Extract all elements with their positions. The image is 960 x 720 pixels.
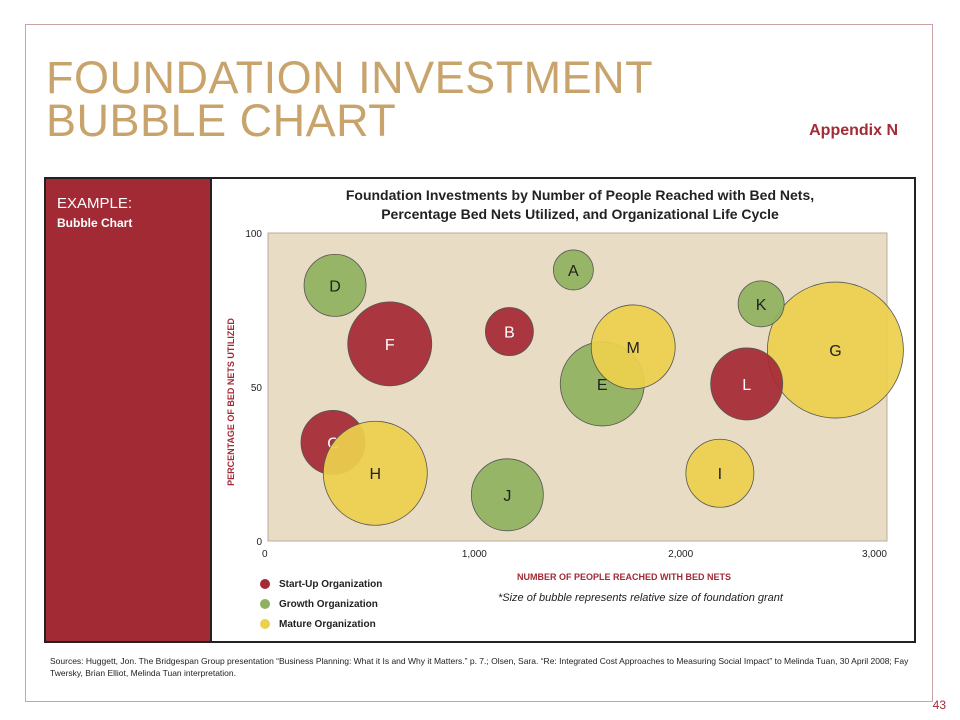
y-tick-label: 50: [251, 383, 263, 394]
bubble-b: B: [485, 307, 534, 356]
bubble-circle: [322, 420, 428, 526]
bubble-label: E: [597, 377, 608, 394]
y-tick-label: 100: [245, 229, 262, 240]
legend-label: Start-Up Organization: [279, 578, 383, 590]
bubble-label: J: [503, 488, 511, 505]
bubble-a: A: [552, 249, 594, 291]
chart-title: Foundation Investments by Number of Peop…: [270, 186, 890, 224]
page-number: 43: [932, 698, 946, 712]
example-sublabel: Bubble Chart: [57, 216, 133, 230]
legend-swatch: [260, 599, 270, 609]
legend: Start-Up Organization Growth Organization…: [260, 574, 382, 634]
bubble-label: G: [829, 343, 841, 360]
example-label: EXAMPLE:: [57, 195, 133, 212]
bubble-l: L: [710, 347, 784, 421]
bubble-circle: [552, 249, 594, 291]
bubble-circle: [737, 280, 785, 328]
title-line-1: FOUNDATION INVESTMENT: [46, 52, 654, 103]
x-tick-label: 3,000: [862, 549, 887, 560]
bubble-circle: [485, 307, 534, 356]
bubble-circle: [710, 347, 784, 421]
bubble-label: M: [627, 340, 640, 357]
bubble-label: A: [568, 263, 579, 280]
x-tick-label: 2,000: [668, 549, 693, 560]
bubble-i: I: [685, 438, 755, 508]
bubble-m: M: [590, 304, 676, 390]
y-tick-label: 0: [256, 537, 262, 548]
x-tick-label: 0: [262, 549, 268, 560]
bubble-circle: [347, 301, 433, 387]
bubble-k: K: [737, 280, 785, 328]
bubble-circle: [470, 458, 544, 532]
x-axis-label: NUMBER OF PEOPLE REACHED WITH BED NETS: [517, 572, 731, 582]
y-axis-label: PERCENTAGE OF BED NETS UTILIZED: [226, 318, 236, 486]
bubble-label: L: [742, 377, 751, 394]
legend-swatch: [260, 619, 270, 629]
bubble-circle: [303, 253, 367, 317]
legend-item-growth: Growth Organization: [260, 594, 382, 614]
axis-layer: 0 50 100 0 1,000 2,000 3,000 NUMBER OF PEOPLE R…: [226, 229, 887, 582]
legend-item-startup: Start-Up Organization: [260, 574, 382, 594]
legend-label: Growth Organization: [279, 598, 378, 610]
bubble-j: J: [470, 458, 544, 532]
bubble-g: G: [767, 281, 904, 419]
chart-title-line-2: Percentage Bed Nets Utilized, and Organi…: [381, 206, 779, 222]
bubble-label: B: [504, 325, 515, 342]
page-title: FOUNDATION INVESTMENT BUBBLE CHART: [46, 52, 654, 146]
legend-label: Mature Organization: [279, 618, 376, 630]
bubble-h: H: [322, 420, 428, 526]
bubble-label: F: [385, 337, 395, 354]
bubble-circle: [685, 438, 755, 508]
bubble-layer: ABCDEFGHIJKLM: [300, 249, 904, 532]
example-sidebar: EXAMPLE: Bubble Chart: [46, 179, 212, 641]
bubble-d: D: [303, 253, 367, 317]
bubble-size-note: *Size of bubble represents relative size…: [498, 592, 783, 604]
bubble-label: H: [370, 466, 382, 483]
bubble-circle: [767, 281, 904, 419]
title-line-2: BUBBLE CHART: [46, 95, 397, 146]
x-tick-label: 1,000: [462, 549, 487, 560]
bubble-label: I: [718, 466, 722, 483]
legend-item-mature: Mature Organization: [260, 614, 382, 634]
page-frame: [25, 24, 933, 702]
bubble-label: K: [756, 297, 767, 314]
appendix-label: Appendix N: [809, 122, 898, 139]
legend-swatch: [260, 579, 270, 589]
chart-title-line-1: Foundation Investments by Number of Peop…: [345, 187, 815, 203]
sources-text: Sources: Huggett, Jon. The Bridgespan Gr…: [50, 656, 909, 678]
bubble-circle: [590, 304, 676, 390]
bubble-label: D: [329, 278, 341, 295]
bubble-f: F: [347, 301, 433, 387]
